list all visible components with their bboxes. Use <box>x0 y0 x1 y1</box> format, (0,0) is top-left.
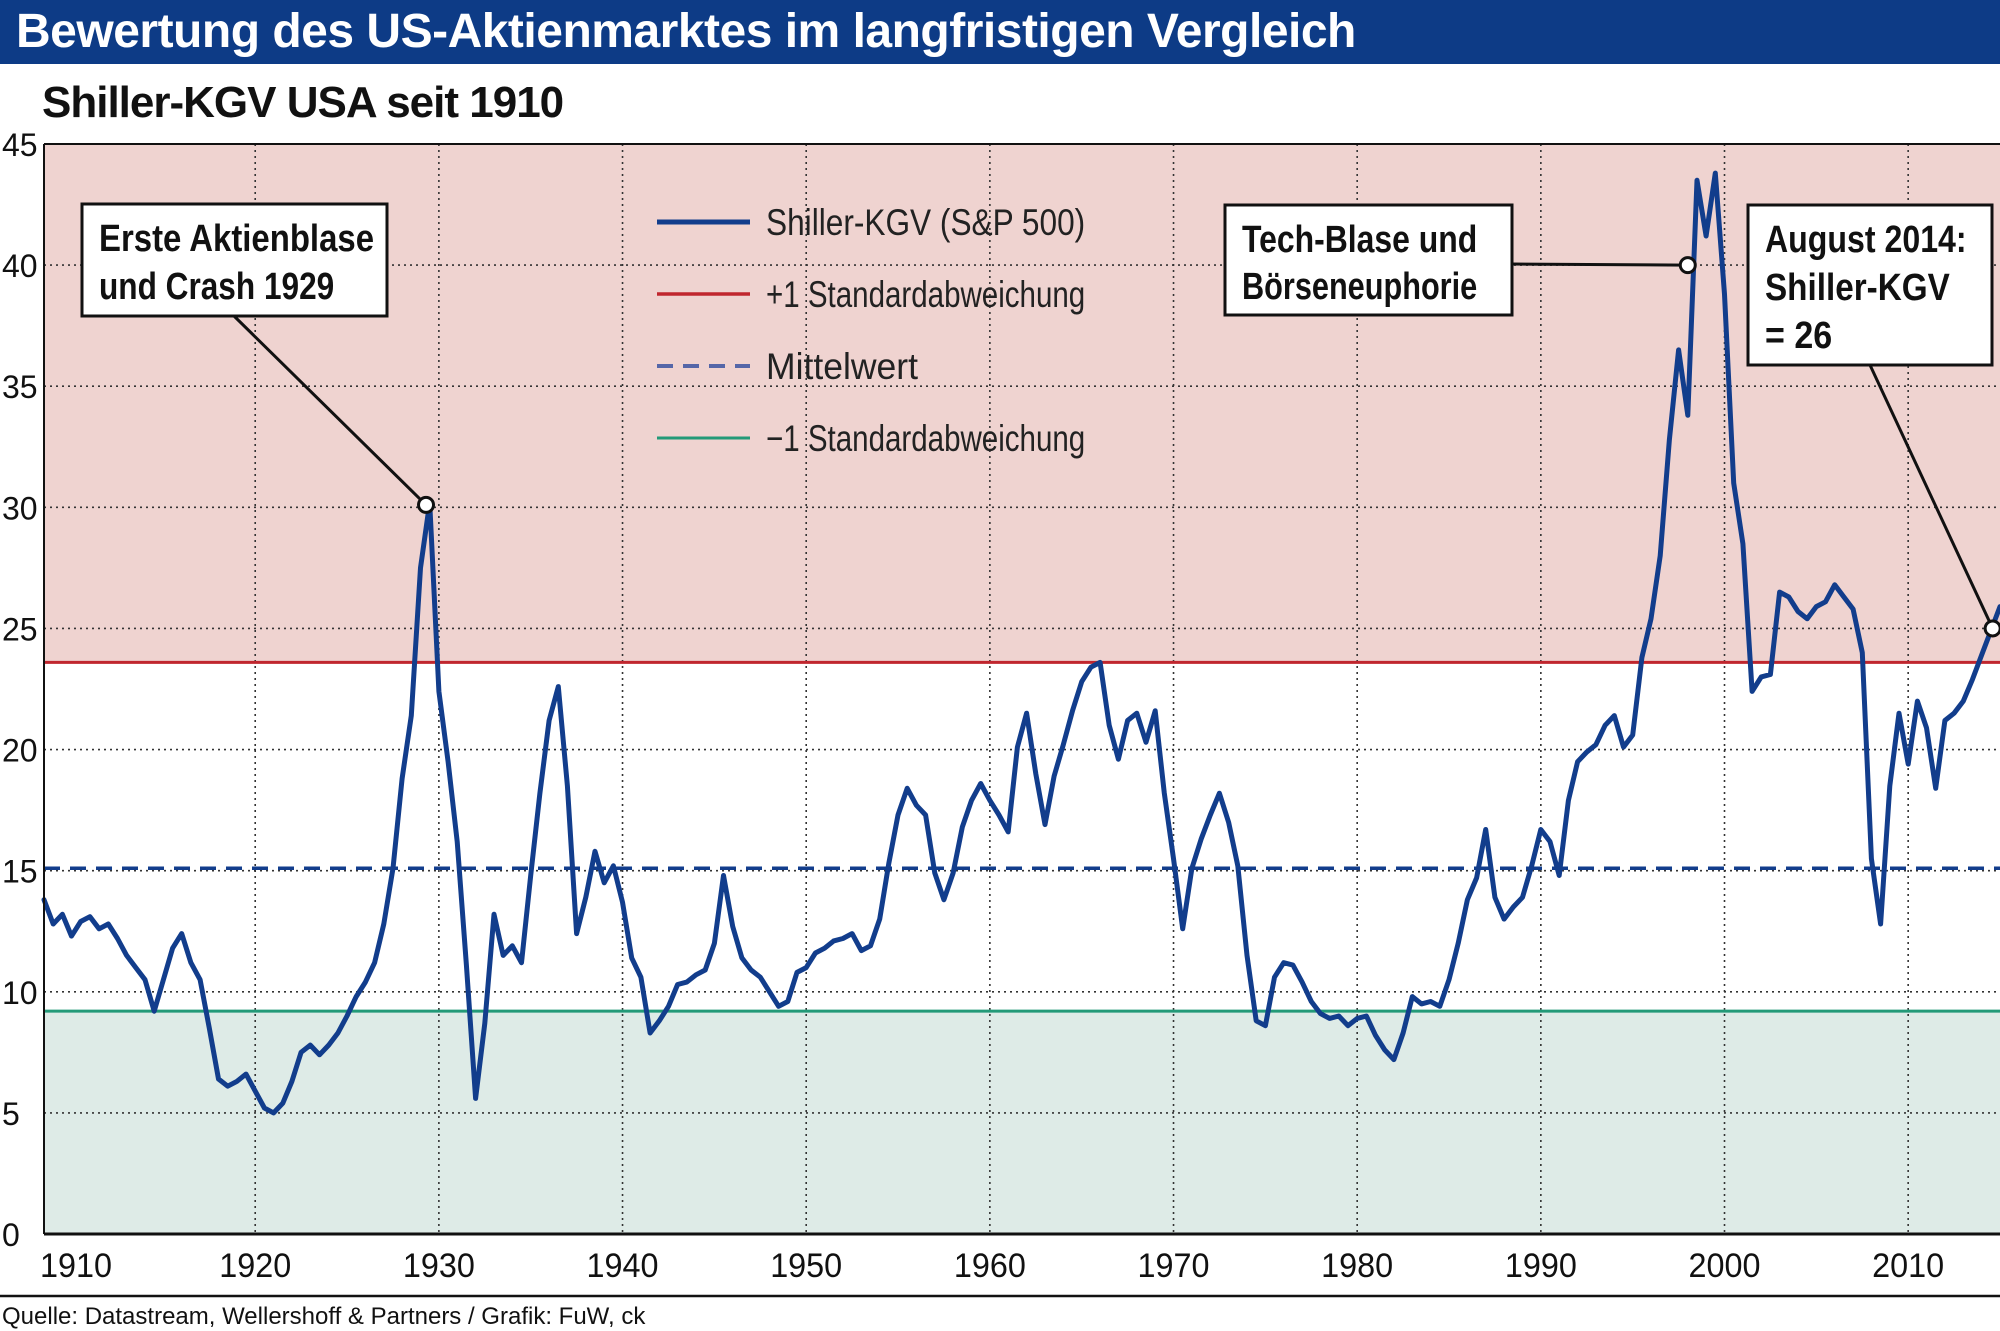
annotation-crash-1929-box <box>80 202 389 318</box>
x-tick-label-1910: 1910 <box>40 1247 112 1285</box>
x-tick-label-1980: 1980 <box>1321 1247 1393 1285</box>
series-line-0 <box>41 170 2000 1116</box>
x-tick-label-2010: 2010 <box>1872 1247 1944 1285</box>
annotation-tech-bubble-marker <box>1678 256 1697 275</box>
annotation-crash-1929-leader <box>232 314 428 506</box>
x-tick-label-1990: 1990 <box>1505 1247 1577 1285</box>
legend: Shiller-KGV (S&P 500) +1 Standardabweichu… <box>657 202 1085 459</box>
zones-layer <box>44 144 2000 1234</box>
annotation-tech-bubble-text-1: Börseneuphorie <box>1242 266 1477 308</box>
x-tick-label-1960: 1960 <box>954 1247 1026 1285</box>
y-tick-label-10: 10 <box>2 975 38 1011</box>
y-tick-label-5: 5 <box>2 1096 20 1132</box>
source-note: Quelle: Datastream, Wellershoff & Partne… <box>2 1303 646 1330</box>
page-title: Bewertung des US-Aktienmarktes im langfr… <box>16 5 1356 58</box>
annotation-august-2014-marker <box>1983 619 2000 638</box>
plot-frame-layer <box>0 143 2000 1298</box>
x-tick-label-1950: 1950 <box>770 1247 842 1285</box>
chart-subtitle: Shiller-KGV USA seit 1910 <box>42 78 564 127</box>
series-layer <box>41 170 2000 1116</box>
y-tick-label-15: 15 <box>2 854 38 890</box>
annotation-august-2014-leader <box>1868 364 1995 630</box>
annotation-august-2014-box <box>1746 203 1994 367</box>
annotation-august-2014-text-2: = 26 <box>1765 315 1832 357</box>
x-tick-label-2000: 2000 <box>1689 1247 1761 1285</box>
x-tick-label-1920: 1920 <box>219 1247 291 1285</box>
y-tick-label-25: 25 <box>2 611 38 647</box>
annotation-august-2014-text-1: Shiller-KGV <box>1765 267 1950 309</box>
y-tick-label-45: 45 <box>2 127 38 163</box>
lower-zone <box>44 1011 2000 1234</box>
annotations-layer: Erste Aktienblase und Crash 1929 Tech-Blas… <box>80 202 2000 638</box>
x-tick-label-1970: 1970 <box>1138 1247 1210 1285</box>
annotation-crash-1929-marker <box>417 495 436 514</box>
y-tick-label-30: 30 <box>2 490 38 526</box>
legend-label-series: Shiller-KGV (S&P 500) <box>766 202 1085 243</box>
title-bar: Bewertung des US-Aktienmarktes im langfr… <box>0 0 2000 64</box>
x-tick-label-1940: 1940 <box>587 1247 659 1285</box>
annotation-crash-1929-text-0: Erste Aktienblase <box>99 218 374 260</box>
legend-label-plus_1sd: +1 Standardabweichung <box>766 274 1085 315</box>
axes-layer: 0 5 10 15 20 25 30 35 40 45 1910 1920 1930 1940 1950 19… <box>2 127 1944 1285</box>
legend-label-mean: Mittelwert <box>766 346 919 387</box>
x-tick-label-1930: 1930 <box>403 1247 475 1285</box>
annotation-tech-bubble-leader <box>1511 262 1688 267</box>
annotation-tech-bubble-box <box>1223 203 1514 317</box>
annotation-tech-bubble-text-0: Tech-Blase und <box>1242 219 1477 261</box>
annotation-crash-1929-text-1: und Crash 1929 <box>99 266 334 308</box>
annotation-august-2014-text-0: August 2014: <box>1765 219 1967 261</box>
y-tick-label-20: 20 <box>2 733 38 769</box>
y-tick-label-0: 0 <box>2 1217 20 1253</box>
reference-lines-layer <box>44 660 2000 1013</box>
y-tick-label-35: 35 <box>2 369 38 405</box>
y-tick-label-40: 40 <box>2 248 38 284</box>
legend-label-minus_1sd: −1 Standardabweichung <box>766 418 1085 459</box>
